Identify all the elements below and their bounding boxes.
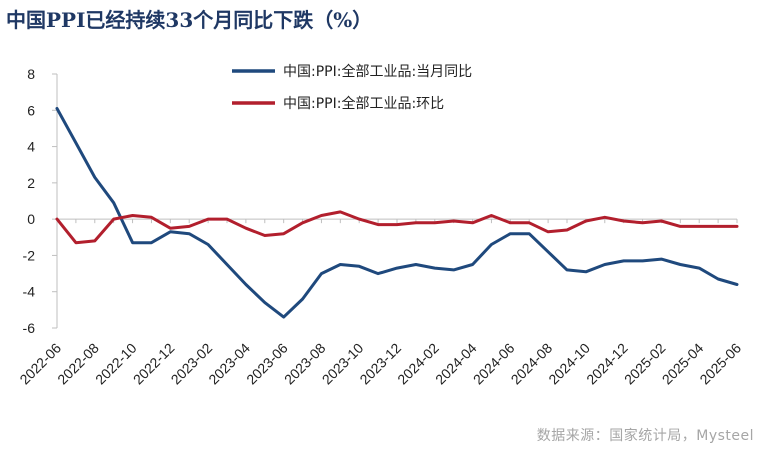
legend-item: 中国:PPI:全部工业品:环比 bbox=[232, 95, 444, 112]
series-line-yoy bbox=[55, 107, 739, 319]
legend-label: 中国:PPI:全部工业品:当月同比 bbox=[283, 63, 472, 80]
x-axis: 2022-062022-082022-102022-122023-022023-… bbox=[16, 218, 744, 388]
y-tick-label: -6 bbox=[23, 320, 36, 336]
source-note: 数据来源：国家统计局，Mysteel bbox=[536, 428, 754, 444]
y-tick-label: -2 bbox=[23, 247, 36, 263]
x-tick-label: 2025-06 bbox=[696, 340, 744, 388]
legend-item: 中国:PPI:全部工业品:当月同比 bbox=[232, 63, 472, 80]
y-tick-label: 2 bbox=[27, 175, 35, 191]
legend-label: 中国:PPI:全部工业品:环比 bbox=[283, 95, 444, 112]
series-layer bbox=[55, 107, 739, 319]
y-axis: 8 6 4 2 0 -2 -4 -6 bbox=[23, 66, 58, 336]
y-tick-label: 0 bbox=[27, 211, 35, 227]
y-tick-label: -4 bbox=[23, 284, 36, 300]
y-tick-label: 8 bbox=[27, 66, 35, 82]
chart-title: 中国PPI已经持续33个月同比下跌（%） bbox=[6, 8, 373, 32]
series-line-mom bbox=[55, 210, 739, 245]
y-tick-label: 4 bbox=[27, 139, 35, 155]
y-tick-label: 6 bbox=[27, 102, 35, 118]
